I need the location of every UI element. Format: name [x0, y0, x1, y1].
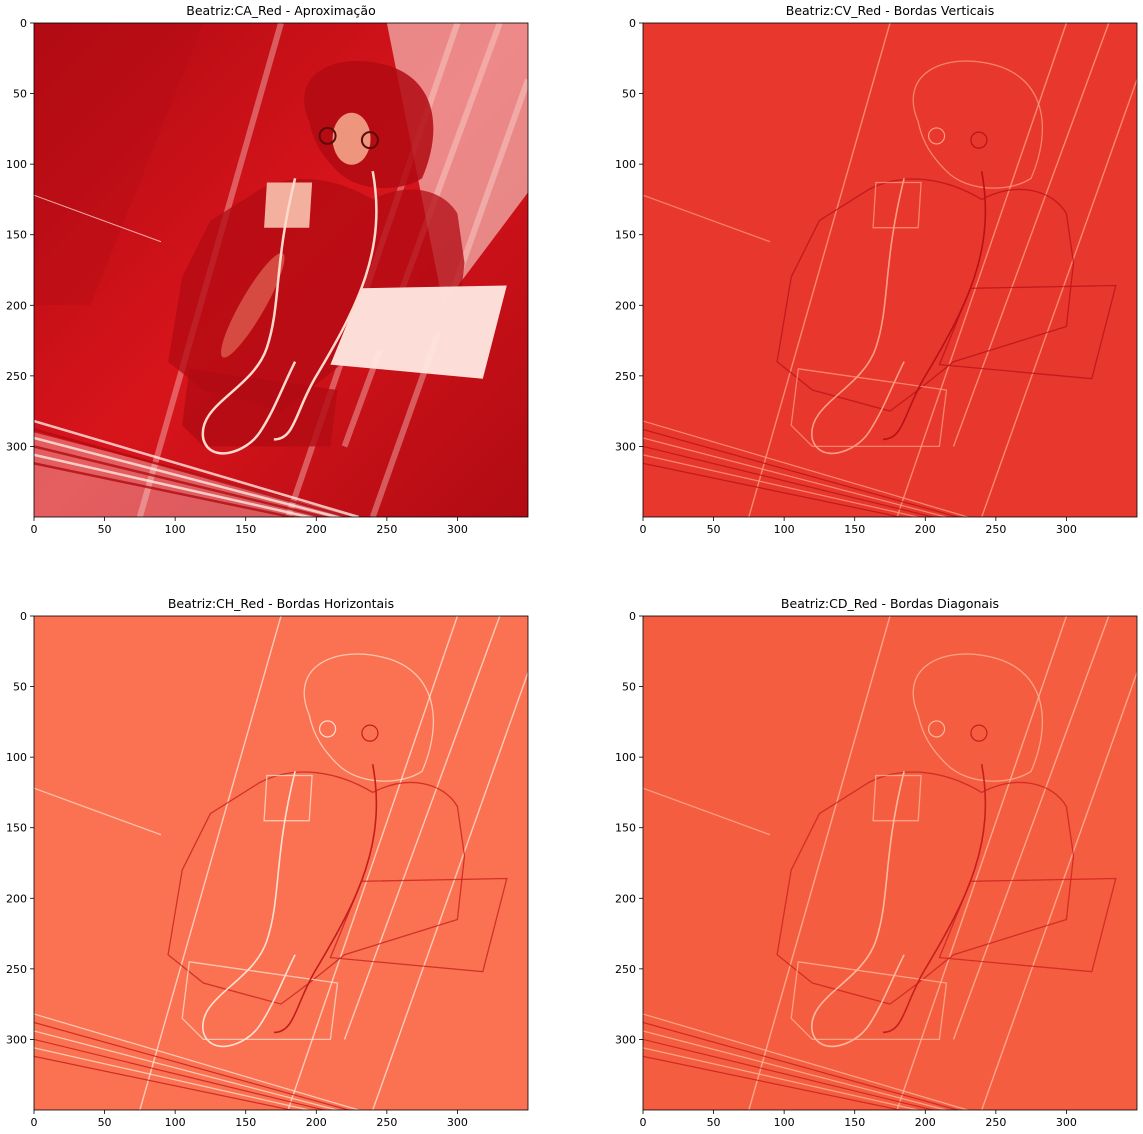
x-tick-label: 50: [98, 523, 112, 536]
panel-title-approximation: Beatriz:CA_Red - Aproximação: [186, 3, 376, 18]
y-tick-label: 0: [20, 17, 27, 30]
y-tick-label: 100: [615, 751, 636, 764]
x-tick-label: 300: [1056, 523, 1077, 536]
y-tick-label: 200: [6, 299, 27, 312]
x-tick-label: 250: [985, 1116, 1006, 1129]
x-tick-label: 300: [447, 523, 468, 536]
y-tick-label: 0: [20, 610, 27, 623]
y-tick-label: 300: [615, 1033, 636, 1046]
y-tick-label: 200: [615, 892, 636, 905]
panel-title-vertical-edges: Beatriz:CV_Red - Bordas Verticais: [785, 3, 995, 18]
x-tick-label: 150: [235, 1116, 256, 1129]
x-tick-label: 0: [31, 1116, 38, 1129]
x-tick-label: 200: [915, 523, 936, 536]
axes-frame: [642, 615, 1138, 1111]
x-tick-label: 0: [31, 523, 38, 536]
x-tick-label: 100: [165, 523, 186, 536]
x-tick-label: 150: [844, 523, 865, 536]
image-horizontal-edges: [34, 616, 528, 1110]
y-tick-label: 0: [629, 610, 636, 623]
panel-title-horizontal-edges: Beatriz:CH_Red - Bordas Horizontais: [167, 596, 395, 611]
y-tick-label: 300: [6, 1033, 27, 1046]
x-tick-label: 50: [707, 1116, 721, 1129]
panel-horizontal-edges: Beatriz:CH_Red - Bordas Horizontais 0 50 1…: [0, 596, 540, 1129]
y-tick-label: 250: [6, 963, 27, 976]
y-tick-label: 300: [615, 440, 636, 453]
x-tick-label: 250: [376, 523, 397, 536]
panel-diagonal-edges: Beatriz:CD_Red - Bordas Diagonais 0 50 100…: [609, 596, 1143, 1129]
y-tick-label: 300: [6, 440, 27, 453]
panel-approximation: Beatriz:CA_Red - Aproximação 0 50 100 150 20…: [0, 3, 540, 536]
y-tick-label: 0: [629, 17, 636, 30]
y-tick-label: 150: [6, 822, 27, 835]
x-tick-label: 200: [915, 1116, 936, 1129]
y-tick-label: 100: [615, 158, 636, 171]
x-tick-label: 200: [306, 1116, 327, 1129]
panel-vertical-edges: Beatriz:CV_Red - Bordas Verticais 0 50 100…: [609, 3, 1143, 536]
x-tick-label: 0: [640, 523, 647, 536]
y-tick-label: 50: [13, 681, 27, 694]
x-tick-label: 50: [98, 1116, 112, 1129]
panel-title-diagonal-edges: Beatriz:CD_Red - Bordas Diagonais: [780, 596, 1000, 611]
y-tick-label: 150: [615, 229, 636, 242]
y-tick-label: 250: [6, 370, 27, 383]
x-tick-label: 250: [376, 1116, 397, 1129]
image-vertical-edges: [643, 23, 1137, 517]
y-tick-label: 200: [6, 892, 27, 905]
plot-vertical-edges: 0 50 100 150 200 250 300 0 50 100 150 200 250 300: [615, 17, 1138, 536]
x-tick-label: 150: [235, 523, 256, 536]
axes-frame: [33, 615, 529, 1111]
y-tick-label: 150: [6, 229, 27, 242]
y-tick-label: 50: [622, 88, 636, 101]
plot-approximation: 0 50 100 150 200 250 300 0 50 100 150 200 250 300: [6, 17, 529, 536]
y-tick-label: 100: [6, 158, 27, 171]
x-tick-label: 150: [844, 1116, 865, 1129]
y-tick-label: 150: [615, 822, 636, 835]
plot-diagonal-edges: 0 50 100 150 200 250 300 0 50 100 150 200 250 300: [615, 610, 1138, 1129]
y-tick-label: 50: [622, 681, 636, 694]
x-tick-label: 50: [707, 523, 721, 536]
y-tick-label: 250: [615, 370, 636, 383]
x-tick-label: 250: [985, 523, 1006, 536]
image-approximation: [34, 23, 528, 517]
axes-frame: [33, 22, 529, 518]
x-tick-label: 100: [774, 523, 795, 536]
x-tick-label: 100: [774, 1116, 795, 1129]
axes-frame: [642, 22, 1138, 518]
y-tick-label: 50: [13, 88, 27, 101]
plot-horizontal-edges: 0 50 100 150 200 250 300 0 50 100 150 200 250 300: [6, 610, 529, 1129]
x-tick-label: 0: [640, 1116, 647, 1129]
x-tick-label: 300: [447, 1116, 468, 1129]
y-tick-label: 100: [6, 751, 27, 764]
y-tick-label: 250: [615, 963, 636, 976]
x-tick-label: 100: [165, 1116, 186, 1129]
y-tick-label: 200: [615, 299, 636, 312]
x-tick-label: 300: [1056, 1116, 1077, 1129]
image-diagonal-edges: [643, 616, 1137, 1110]
x-tick-label: 200: [306, 523, 327, 536]
